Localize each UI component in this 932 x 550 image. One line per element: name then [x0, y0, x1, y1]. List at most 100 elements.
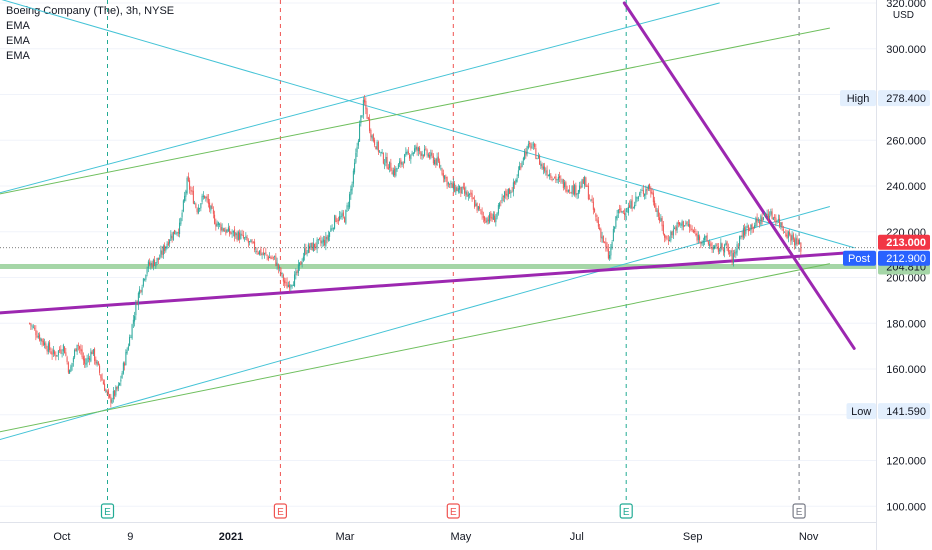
candle-body: [417, 147, 419, 152]
candle-body: [574, 185, 576, 195]
candle-body: [364, 99, 366, 103]
candle-body: [487, 219, 489, 222]
candle-body: [522, 157, 524, 161]
legend-symbol[interactable]: Boeing Company (The), 3h, NYSE: [6, 5, 175, 17]
candle-body: [169, 240, 171, 244]
earnings-badge[interactable]: [446, 503, 460, 519]
candle-body: [735, 251, 737, 255]
candle-body: [107, 390, 109, 395]
candle-body: [635, 196, 637, 204]
candle-body: [131, 324, 133, 339]
candle-body: [740, 235, 742, 238]
candle-body: [289, 284, 291, 289]
candle-body: [249, 241, 251, 243]
candle-body: [652, 192, 654, 203]
candle-body: [651, 192, 653, 194]
candle-body: [135, 302, 137, 316]
low-price-label-box: [846, 403, 876, 420]
candle-body: [759, 221, 761, 224]
candle-body: [52, 349, 54, 354]
candle-body: [379, 150, 381, 152]
candle-body: [549, 173, 551, 177]
earnings-badge[interactable]: [273, 503, 287, 519]
candle-body: [150, 262, 152, 266]
candle-body: [557, 177, 559, 180]
candle-body: [187, 176, 189, 182]
candle-body: [185, 191, 187, 197]
candle-body: [162, 246, 164, 255]
trendline-purple[interactable]: [0, 250, 856, 315]
candle-body: [236, 233, 238, 241]
candle-body: [726, 241, 728, 248]
candle-body: [344, 217, 346, 223]
candle-body: [419, 147, 421, 152]
candle-body: [190, 190, 192, 192]
trendline-green[interactable]: [0, 263, 830, 436]
candle-body: [587, 185, 589, 200]
trendline-cyan[interactable]: [0, 2, 720, 197]
candle-body: [659, 217, 661, 221]
candle-body: [267, 256, 269, 260]
candle-body: [105, 390, 107, 392]
candle-body: [539, 155, 541, 165]
candle-body: [280, 268, 282, 275]
candle-body: [712, 246, 714, 249]
candle-body: [457, 188, 459, 192]
candle-body: [581, 179, 583, 187]
candle-body: [770, 211, 772, 215]
candle-body: [691, 228, 693, 230]
candle-body: [319, 238, 321, 240]
candle-body: [800, 242, 802, 252]
earnings-badge-label: E: [104, 507, 111, 518]
candle-body: [466, 192, 468, 197]
candle-body: [520, 166, 522, 169]
candle-body: [506, 193, 508, 197]
candle-body: [141, 287, 143, 293]
candle-body: [535, 147, 537, 159]
legend-ema-3[interactable]: EMA: [6, 50, 30, 62]
candle-body: [615, 216, 617, 228]
candle-body: [211, 204, 213, 209]
candle-body: [352, 170, 354, 184]
candle-body: [125, 351, 127, 366]
candle-body: [670, 231, 672, 241]
candle-body: [270, 256, 272, 259]
earnings-badge[interactable]: [100, 503, 115, 519]
legend-ema-1[interactable]: EMA: [6, 20, 30, 32]
candle-body: [430, 152, 432, 157]
candle-body: [696, 233, 698, 241]
candle-body: [680, 224, 682, 226]
candle-body: [336, 220, 338, 222]
candle-body: [550, 175, 552, 178]
x-tick-label: Jul: [570, 531, 584, 543]
candle-body: [515, 180, 517, 184]
candle-body: [604, 241, 606, 243]
candle-body: [317, 239, 319, 240]
trendline-green[interactable]: [0, 27, 830, 197]
candle-body: [537, 156, 539, 158]
candle-body: [116, 386, 118, 390]
candle-body: [766, 213, 768, 216]
candle-body: [266, 254, 268, 256]
trendline-purple[interactable]: [622, 1, 856, 350]
earnings-badge[interactable]: [619, 503, 633, 519]
legend-ema-2[interactable]: EMA: [6, 35, 30, 47]
candle-body: [367, 117, 369, 119]
candle-body: [579, 185, 581, 192]
candle-body: [62, 344, 64, 352]
candle-body: [411, 152, 413, 155]
candle-body: [617, 209, 619, 214]
candle-body: [357, 140, 359, 146]
candle-body: [95, 359, 97, 364]
candle-body: [460, 187, 462, 194]
trendline-cyan[interactable]: [0, 0, 855, 249]
candle-body: [176, 232, 178, 234]
candle-body: [321, 241, 323, 244]
trendline-cyan[interactable]: [0, 206, 830, 445]
earnings-badge[interactable]: [792, 503, 806, 519]
candle-body: [616, 214, 618, 219]
candle-body: [140, 290, 142, 292]
candle-body: [694, 231, 696, 232]
candle-body: [181, 212, 183, 218]
